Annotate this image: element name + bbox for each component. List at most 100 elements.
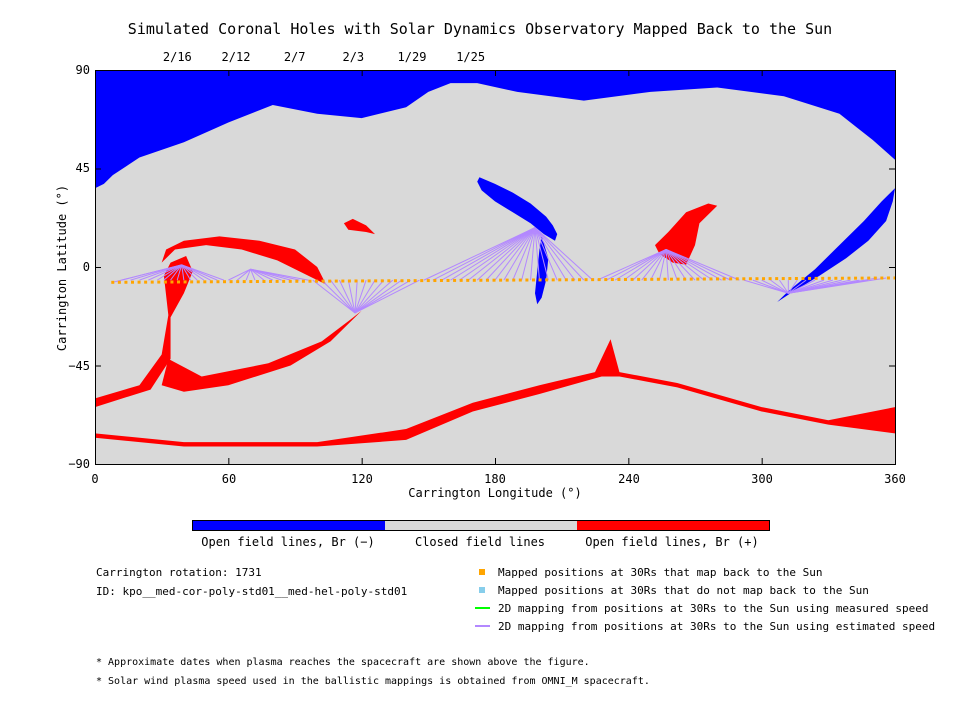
colorbar-positive-segment — [577, 521, 769, 530]
mapped-position-point — [229, 280, 233, 284]
mapped-position-point — [157, 280, 161, 284]
mapping-line — [441, 227, 536, 281]
mapped-position-point — [130, 280, 134, 284]
mapping-line — [521, 227, 536, 281]
mapping-line — [156, 264, 182, 281]
footnote: * Solar wind plasma speed used in the ba… — [96, 676, 650, 687]
mapped-position-point — [735, 277, 739, 281]
y-tick-label: 90 — [75, 63, 90, 77]
mapping-line — [641, 249, 667, 281]
mapped-position-point — [380, 279, 384, 283]
mapping-line — [338, 279, 356, 314]
mapping-line — [139, 264, 182, 281]
mapped-position-point — [722, 277, 726, 281]
mapped-position-point — [801, 276, 805, 280]
mapped-position-point — [453, 278, 457, 282]
mapped-position-point — [236, 280, 240, 284]
mapped-position-point — [223, 280, 227, 284]
mapped-position-point — [407, 279, 411, 283]
mapped-position-point — [564, 278, 568, 282]
mapped-position-point — [827, 276, 831, 280]
mapped-position-point — [630, 277, 634, 281]
positive-coronal-hole — [343, 218, 375, 235]
x-axis-label: Carrington Longitude (°) — [408, 486, 582, 500]
mapped-position-point — [854, 276, 858, 280]
coronal-hole-map — [95, 70, 896, 465]
mapped-position-point — [709, 277, 713, 281]
mapped-position-point — [880, 276, 884, 280]
mapping-line — [354, 279, 367, 314]
date-label: 1/25 — [456, 50, 486, 64]
mapped-position-point — [768, 277, 772, 281]
mapping-line — [312, 279, 356, 314]
mapped-position-point — [400, 279, 404, 283]
mapped-position-point — [150, 280, 154, 284]
mapped-position-point — [794, 276, 798, 280]
mapped-position-point — [466, 278, 470, 282]
mapped-position-point — [282, 279, 286, 283]
mapped-position-point — [269, 279, 273, 283]
mapping-line — [743, 279, 789, 294]
mapping-line — [752, 279, 789, 294]
mapping-line — [354, 279, 420, 314]
mapped-position-point — [308, 279, 312, 283]
mapped-position-point — [512, 278, 516, 282]
mapped-position-point — [209, 280, 213, 284]
date-label: 2/3 — [342, 50, 365, 64]
mapping-line — [181, 264, 191, 281]
mapping-line — [354, 279, 402, 314]
mapping-line — [250, 268, 265, 281]
y-axis-label: Carrington Latitude (°) — [55, 184, 69, 352]
mapped-position-point — [663, 277, 667, 281]
mapped-position-point — [538, 278, 542, 282]
mapped-position-point — [196, 280, 200, 284]
mapping-line — [432, 227, 536, 281]
mapped-position-point — [742, 277, 746, 281]
mapping-line — [530, 227, 536, 281]
mapping-line — [494, 227, 536, 281]
model-id: ID: kpo__med-cor-poly-std01__med-hel-pol… — [96, 585, 408, 598]
mapped-position-point — [531, 278, 535, 282]
mapping-line — [658, 249, 667, 281]
x-tick-label: 240 — [618, 472, 640, 486]
mapped-position-point — [762, 277, 766, 281]
mapping-line — [423, 227, 536, 281]
mapping-line — [130, 264, 182, 281]
mapping-line — [347, 280, 356, 314]
mapping-line — [181, 264, 185, 281]
mapping-line — [354, 280, 358, 314]
mapped-position-point — [170, 280, 174, 284]
mapped-position-point — [821, 276, 825, 280]
mapped-position-point — [328, 279, 332, 283]
mapped-position-point — [203, 280, 207, 284]
mapped-position-point — [295, 279, 299, 283]
mapped-position-point — [334, 279, 338, 283]
mapped-position-point — [781, 277, 785, 281]
y-tick-label: 45 — [75, 161, 90, 175]
mapping-line — [665, 249, 687, 281]
mapped-position-point — [479, 278, 483, 282]
negative-open-field-regions — [95, 70, 895, 305]
mapping-line — [534, 227, 558, 281]
legend-label: 2D mapping from positions at 30Rs to the… — [498, 602, 929, 615]
mapped-position-point — [374, 279, 378, 283]
mapped-position-point — [361, 279, 365, 283]
mapped-position-point — [315, 279, 319, 283]
x-tick-label: 180 — [484, 472, 506, 486]
mapped-position-point — [413, 279, 417, 283]
mapped-position-point — [321, 279, 325, 283]
mapping-line — [163, 264, 182, 281]
negative-coronal-hole — [777, 188, 895, 303]
mapping-line — [534, 227, 549, 281]
mapped-position-point — [729, 277, 733, 281]
mapped-position-point — [571, 278, 575, 282]
mapped-position-point — [518, 278, 522, 282]
mapped-positions — [111, 276, 896, 284]
y-tick-label: −90 — [68, 457, 90, 471]
mapped-position-point — [748, 277, 752, 281]
mapping-line — [623, 249, 667, 281]
mapped-position-point — [439, 278, 443, 282]
mapped-position-point — [670, 277, 674, 281]
legend-label: 2D mapping from positions at 30Rs to the… — [498, 620, 936, 633]
mapped-position-point — [886, 276, 890, 280]
